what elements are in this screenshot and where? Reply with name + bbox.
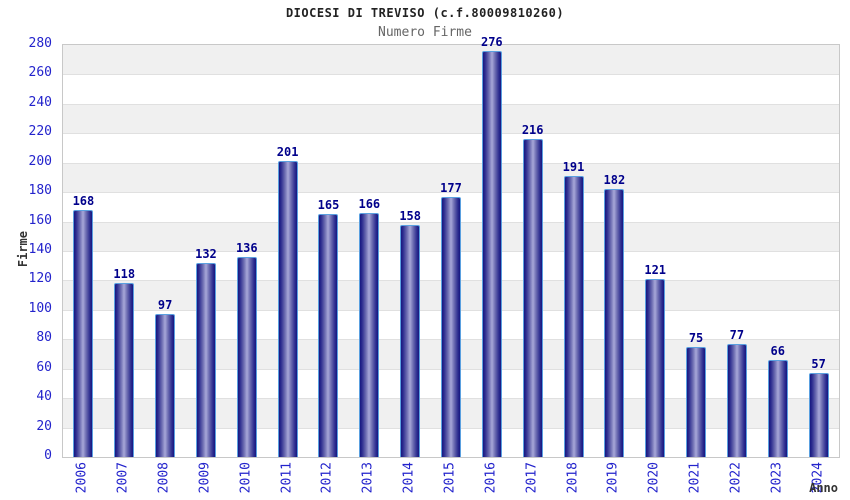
bar-value-label: 165 <box>317 198 340 213</box>
bar-value-label: 97 <box>157 298 173 313</box>
gridline <box>63 74 839 76</box>
y-tick-label: 100 <box>28 300 52 316</box>
y-tick-label: 280 <box>28 36 52 51</box>
x-axis-title: Anno <box>809 481 838 495</box>
bar-value-label: 136 <box>235 240 258 255</box>
x-tick-label: 2012 <box>319 462 335 494</box>
y-tick-label: 0 <box>44 448 52 463</box>
bar-2007 <box>114 283 135 457</box>
x-tick-label: 2017 <box>524 462 540 494</box>
gridline <box>63 162 839 164</box>
plot-band <box>63 45 839 75</box>
x-tick-label: 2021 <box>687 462 703 494</box>
bar-2016 <box>481 50 502 457</box>
bar-2013 <box>359 212 380 457</box>
bar-value-label: 216 <box>521 123 544 138</box>
x-axis: 2006 2007 2008 2009 2010 2011 2012 2013 2014 2015… <box>62 462 838 500</box>
y-tick-label: 60 <box>36 359 52 375</box>
y-tick-label: 200 <box>28 153 52 169</box>
y-tick-label: 220 <box>28 124 52 140</box>
bar-value-label: 168 <box>72 193 95 208</box>
gridline <box>63 133 839 135</box>
y-tick-label: 20 <box>36 418 52 434</box>
bar-2012 <box>318 214 339 457</box>
bar-value-label: 276 <box>480 34 503 49</box>
plot-band <box>63 133 839 163</box>
x-tick-label: 2009 <box>197 462 213 494</box>
x-tick-label: 2023 <box>769 462 785 494</box>
plot-band <box>63 74 839 104</box>
y-tick-label: 140 <box>28 242 52 257</box>
y-tick-label: 120 <box>28 271 52 287</box>
x-tick-label: 2008 <box>156 462 172 494</box>
plot-band <box>63 162 839 193</box>
bar-2019 <box>604 189 625 457</box>
x-tick-label: 2010 <box>238 462 254 494</box>
x-tick-label: 2016 <box>483 462 499 494</box>
y-tick-label: 180 <box>28 183 52 199</box>
bar-2009 <box>195 262 216 457</box>
x-tick-label: 2015 <box>442 462 458 494</box>
bar-2023 <box>767 359 788 457</box>
bar-2014 <box>400 224 421 457</box>
bar-value-label: 75 <box>688 330 704 345</box>
plot-area: 168 118 97 132 136 201 165 166 158 177 276 216 191 18… <box>62 35 840 458</box>
bar-2008 <box>155 314 176 457</box>
bar-2011 <box>277 161 298 457</box>
x-tick-label: 2022 <box>728 462 744 494</box>
y-tick-label: 260 <box>28 65 52 81</box>
y-axis: 0 20 40 60 80 100 120 140 160 180 200 220 240 260 280 <box>0 36 52 463</box>
bar-value-label: 121 <box>644 262 667 277</box>
x-tick-label: 2019 <box>605 462 621 494</box>
x-tick-label: 2006 <box>74 462 90 494</box>
y-tick-label: 40 <box>36 389 52 405</box>
bar-value-label: 177 <box>440 180 462 195</box>
y-tick-label: 80 <box>36 330 52 346</box>
x-tick-label: 2018 <box>565 462 581 494</box>
bar-2021 <box>686 346 707 457</box>
bar-value-label: 57 <box>811 357 826 372</box>
bar-value-label: 182 <box>603 173 626 188</box>
bar-2017 <box>522 139 543 457</box>
bar-2020 <box>645 278 666 457</box>
bar-2022 <box>726 343 747 457</box>
bar-value-label: 191 <box>562 159 585 174</box>
y-tick-label: 160 <box>28 212 52 228</box>
bar-value-label: 77 <box>729 327 745 342</box>
bar-2010 <box>236 256 257 457</box>
bar-value-label: 66 <box>770 343 785 358</box>
plot-band <box>63 103 839 134</box>
gridline <box>63 103 839 105</box>
chart-subtitle: Numero Firme <box>378 25 472 40</box>
y-tick-label: 240 <box>28 94 52 110</box>
x-tick-label: 2013 <box>360 462 376 494</box>
bar-value-label: 118 <box>113 267 136 282</box>
x-tick-label: 2011 <box>279 462 295 494</box>
bar-value-label: 201 <box>276 145 299 160</box>
bar-value-label: 132 <box>195 246 217 261</box>
bar-value-label: 166 <box>358 196 381 211</box>
gridline <box>63 192 839 194</box>
bar-2006 <box>73 209 94 457</box>
bar-2024 <box>808 373 829 457</box>
chart-title: DIOCESI DI TREVISO (c.f.80009810260) <box>285 6 565 20</box>
bar-value-label: 158 <box>399 208 421 223</box>
x-tick-label: 2014 <box>401 462 417 494</box>
bar-2015 <box>441 196 461 457</box>
bar-2018 <box>563 175 584 457</box>
x-tick-label: 2007 <box>115 462 131 494</box>
x-tick-label: 2020 <box>646 462 662 494</box>
